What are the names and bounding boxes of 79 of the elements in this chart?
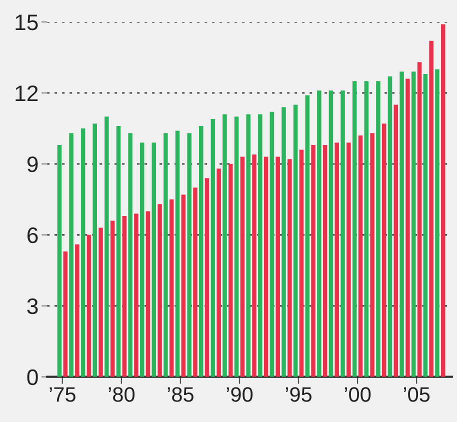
y-tick-label: 3 — [27, 298, 38, 314]
bar — [305, 95, 310, 377]
y-tick-label: 9 — [27, 156, 38, 172]
bar — [299, 150, 304, 377]
bar — [382, 124, 386, 377]
bar — [110, 220, 115, 377]
bar — [193, 188, 198, 377]
bar — [57, 144, 62, 377]
bar — [276, 156, 280, 377]
bar — [216, 168, 221, 377]
bar — [98, 228, 103, 377]
bar — [175, 130, 180, 377]
x-tick-label: ’05 — [404, 387, 430, 402]
bar — [92, 124, 98, 377]
bar — [246, 114, 250, 377]
bar — [63, 251, 68, 377]
bar — [270, 112, 274, 377]
y-tick-label: 12 — [16, 85, 38, 101]
bar — [86, 234, 92, 377]
bar — [411, 72, 416, 377]
bar — [429, 40, 434, 377]
x-tick-label: ’00 — [344, 387, 371, 402]
bar — [152, 142, 156, 377]
bar — [400, 72, 404, 377]
bar — [258, 114, 262, 377]
bar — [388, 76, 392, 377]
bar — [293, 104, 298, 377]
y-tick-label: 15 — [16, 14, 38, 30]
bar — [146, 211, 150, 377]
bar — [346, 142, 351, 377]
y-tick-label: 6 — [28, 227, 38, 244]
bar — [181, 194, 186, 377]
bar — [158, 204, 162, 377]
bar — [334, 142, 339, 377]
bar — [435, 69, 440, 377]
bar — [394, 104, 398, 377]
bar — [140, 142, 144, 377]
bar — [104, 116, 109, 377]
bar — [187, 133, 192, 377]
bar — [370, 133, 374, 377]
bar — [322, 144, 328, 377]
bar — [340, 90, 345, 377]
bar — [240, 156, 245, 377]
bar — [311, 144, 316, 377]
bar — [358, 136, 363, 377]
bar — [364, 81, 369, 377]
bar — [116, 126, 121, 377]
bar — [169, 199, 174, 377]
bar — [288, 159, 292, 377]
x-tick-label: ’95 — [286, 387, 312, 402]
bar — [122, 216, 127, 377]
bar — [440, 24, 446, 377]
bar — [417, 62, 422, 377]
x-tick-label: ’85 — [168, 387, 194, 402]
bar — [75, 244, 80, 377]
bar — [80, 128, 86, 377]
y-tick-label: 0 — [27, 369, 38, 386]
bar — [128, 133, 132, 377]
bar — [423, 74, 428, 377]
bar — [252, 154, 256, 377]
bar — [376, 81, 380, 377]
bar — [228, 164, 233, 377]
bar — [134, 214, 138, 377]
bar — [234, 116, 239, 377]
bar — [199, 126, 204, 377]
bar — [282, 107, 286, 377]
bar — [164, 133, 168, 377]
bar — [222, 114, 227, 377]
x-tick-label: ’75 — [50, 387, 76, 402]
bar — [328, 90, 334, 377]
bar — [204, 178, 210, 377]
x-tick-label: ’90 — [226, 387, 253, 402]
bar — [264, 156, 268, 377]
bar — [317, 90, 322, 377]
x-tick-label: ’80 — [108, 387, 135, 402]
bar — [210, 118, 216, 377]
bar — [69, 133, 74, 377]
bar — [352, 81, 357, 377]
bar — [406, 78, 410, 377]
